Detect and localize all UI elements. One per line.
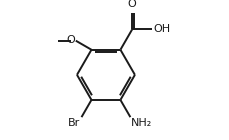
- Text: Br: Br: [68, 118, 80, 128]
- Text: O: O: [66, 35, 75, 45]
- Text: OH: OH: [152, 24, 169, 34]
- Text: NH₂: NH₂: [131, 118, 152, 128]
- Text: O: O: [127, 0, 136, 9]
